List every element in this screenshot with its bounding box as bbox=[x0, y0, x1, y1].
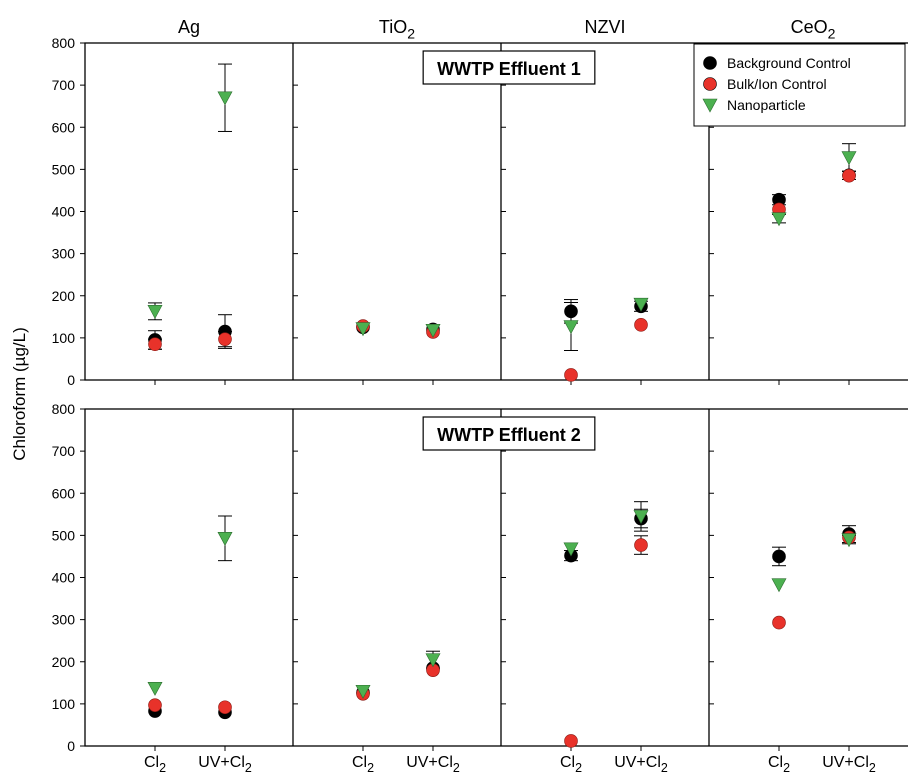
y-tick-label: 100 bbox=[52, 330, 76, 346]
x-tick-label: UV+Cl2 bbox=[614, 754, 668, 775]
row-title: WWTP Effluent 2 bbox=[437, 425, 581, 445]
legend-label: Background Control bbox=[727, 55, 851, 71]
legend-marker bbox=[703, 77, 717, 91]
y-tick-label: 700 bbox=[52, 443, 76, 459]
bulk-ion-control-point bbox=[842, 168, 856, 183]
x-tick-label: UV+Cl2 bbox=[198, 754, 252, 775]
y-tick-label: 600 bbox=[52, 485, 76, 501]
y-tick-label: 300 bbox=[52, 612, 76, 628]
legend-marker bbox=[702, 98, 718, 113]
background-control-point bbox=[772, 549, 786, 564]
background-control-point bbox=[564, 304, 578, 319]
column-title: NZVI bbox=[584, 17, 625, 37]
bulk-ion-control-point bbox=[772, 615, 786, 630]
legend-box bbox=[693, 43, 906, 127]
y-tick-label: 0 bbox=[67, 372, 75, 388]
x-tick-label: Cl2 bbox=[352, 754, 374, 775]
legend-marker bbox=[703, 56, 717, 70]
bulk-ion-control-point bbox=[564, 368, 578, 382]
x-tick-label: Cl2 bbox=[144, 754, 166, 775]
y-tick-label: 100 bbox=[52, 696, 76, 712]
nanoparticle-point bbox=[355, 684, 371, 699]
x-tick-label: UV+Cl2 bbox=[406, 754, 460, 775]
x-tick-label: UV+Cl2 bbox=[822, 754, 876, 775]
y-tick-label: 200 bbox=[52, 288, 76, 304]
nanoparticle-point bbox=[147, 305, 163, 319]
nanoparticle-point bbox=[425, 323, 441, 338]
bulk-ion-control-point bbox=[218, 332, 232, 346]
nanoparticle-point bbox=[633, 510, 649, 525]
x-tick-label: Cl2 bbox=[768, 754, 790, 775]
legend-label: Bulk/Ion Control bbox=[727, 76, 827, 92]
nanoparticle-point bbox=[771, 212, 787, 227]
bulk-ion-control-point bbox=[218, 700, 232, 715]
nanoparticle-point bbox=[771, 578, 787, 593]
nanoparticle-point bbox=[563, 320, 579, 335]
y-tick-label: 800 bbox=[52, 35, 76, 51]
y-tick-label: 300 bbox=[52, 246, 76, 262]
row-title: WWTP Effluent 1 bbox=[437, 59, 581, 79]
y-tick-label: 400 bbox=[52, 570, 76, 586]
nanoparticle-point bbox=[217, 532, 233, 546]
y-tick-label: 0 bbox=[67, 738, 75, 754]
y-tick-label: 700 bbox=[52, 77, 76, 93]
nanoparticle-point bbox=[841, 533, 857, 548]
column-title: CeO2 bbox=[791, 17, 836, 41]
y-tick-label: 800 bbox=[52, 401, 76, 417]
nanoparticle-point bbox=[355, 322, 371, 337]
y-tick-label: 600 bbox=[52, 119, 76, 135]
nanoparticle-point bbox=[633, 297, 649, 312]
nanoparticle-point bbox=[841, 151, 857, 166]
nanoparticle-point bbox=[425, 653, 441, 668]
bulk-ion-control-point bbox=[564, 734, 578, 748]
column-title: TiO2 bbox=[379, 17, 415, 41]
row-title-box bbox=[422, 416, 596, 451]
bulk-ion-control-point bbox=[634, 318, 648, 332]
nanoparticle-point bbox=[563, 542, 579, 557]
y-tick-label: 400 bbox=[52, 204, 76, 220]
column-title: Ag bbox=[178, 17, 200, 37]
nanoparticle-point bbox=[217, 91, 233, 106]
row-title-box bbox=[422, 50, 596, 85]
y-tick-label: 500 bbox=[52, 527, 76, 543]
bulk-ion-control-point bbox=[634, 538, 648, 552]
y-tick-label: 500 bbox=[52, 161, 76, 177]
x-tick-label: Cl2 bbox=[560, 754, 582, 775]
nanoparticle-point bbox=[147, 681, 163, 696]
legend-label: Nanoparticle bbox=[727, 97, 806, 113]
bulk-ion-control-point bbox=[148, 337, 162, 351]
bulk-ion-control-point bbox=[148, 698, 162, 712]
y-axis-label: Chloroform (µg/L) bbox=[10, 327, 29, 461]
y-tick-label: 200 bbox=[52, 654, 76, 670]
row-frame bbox=[84, 408, 908, 747]
